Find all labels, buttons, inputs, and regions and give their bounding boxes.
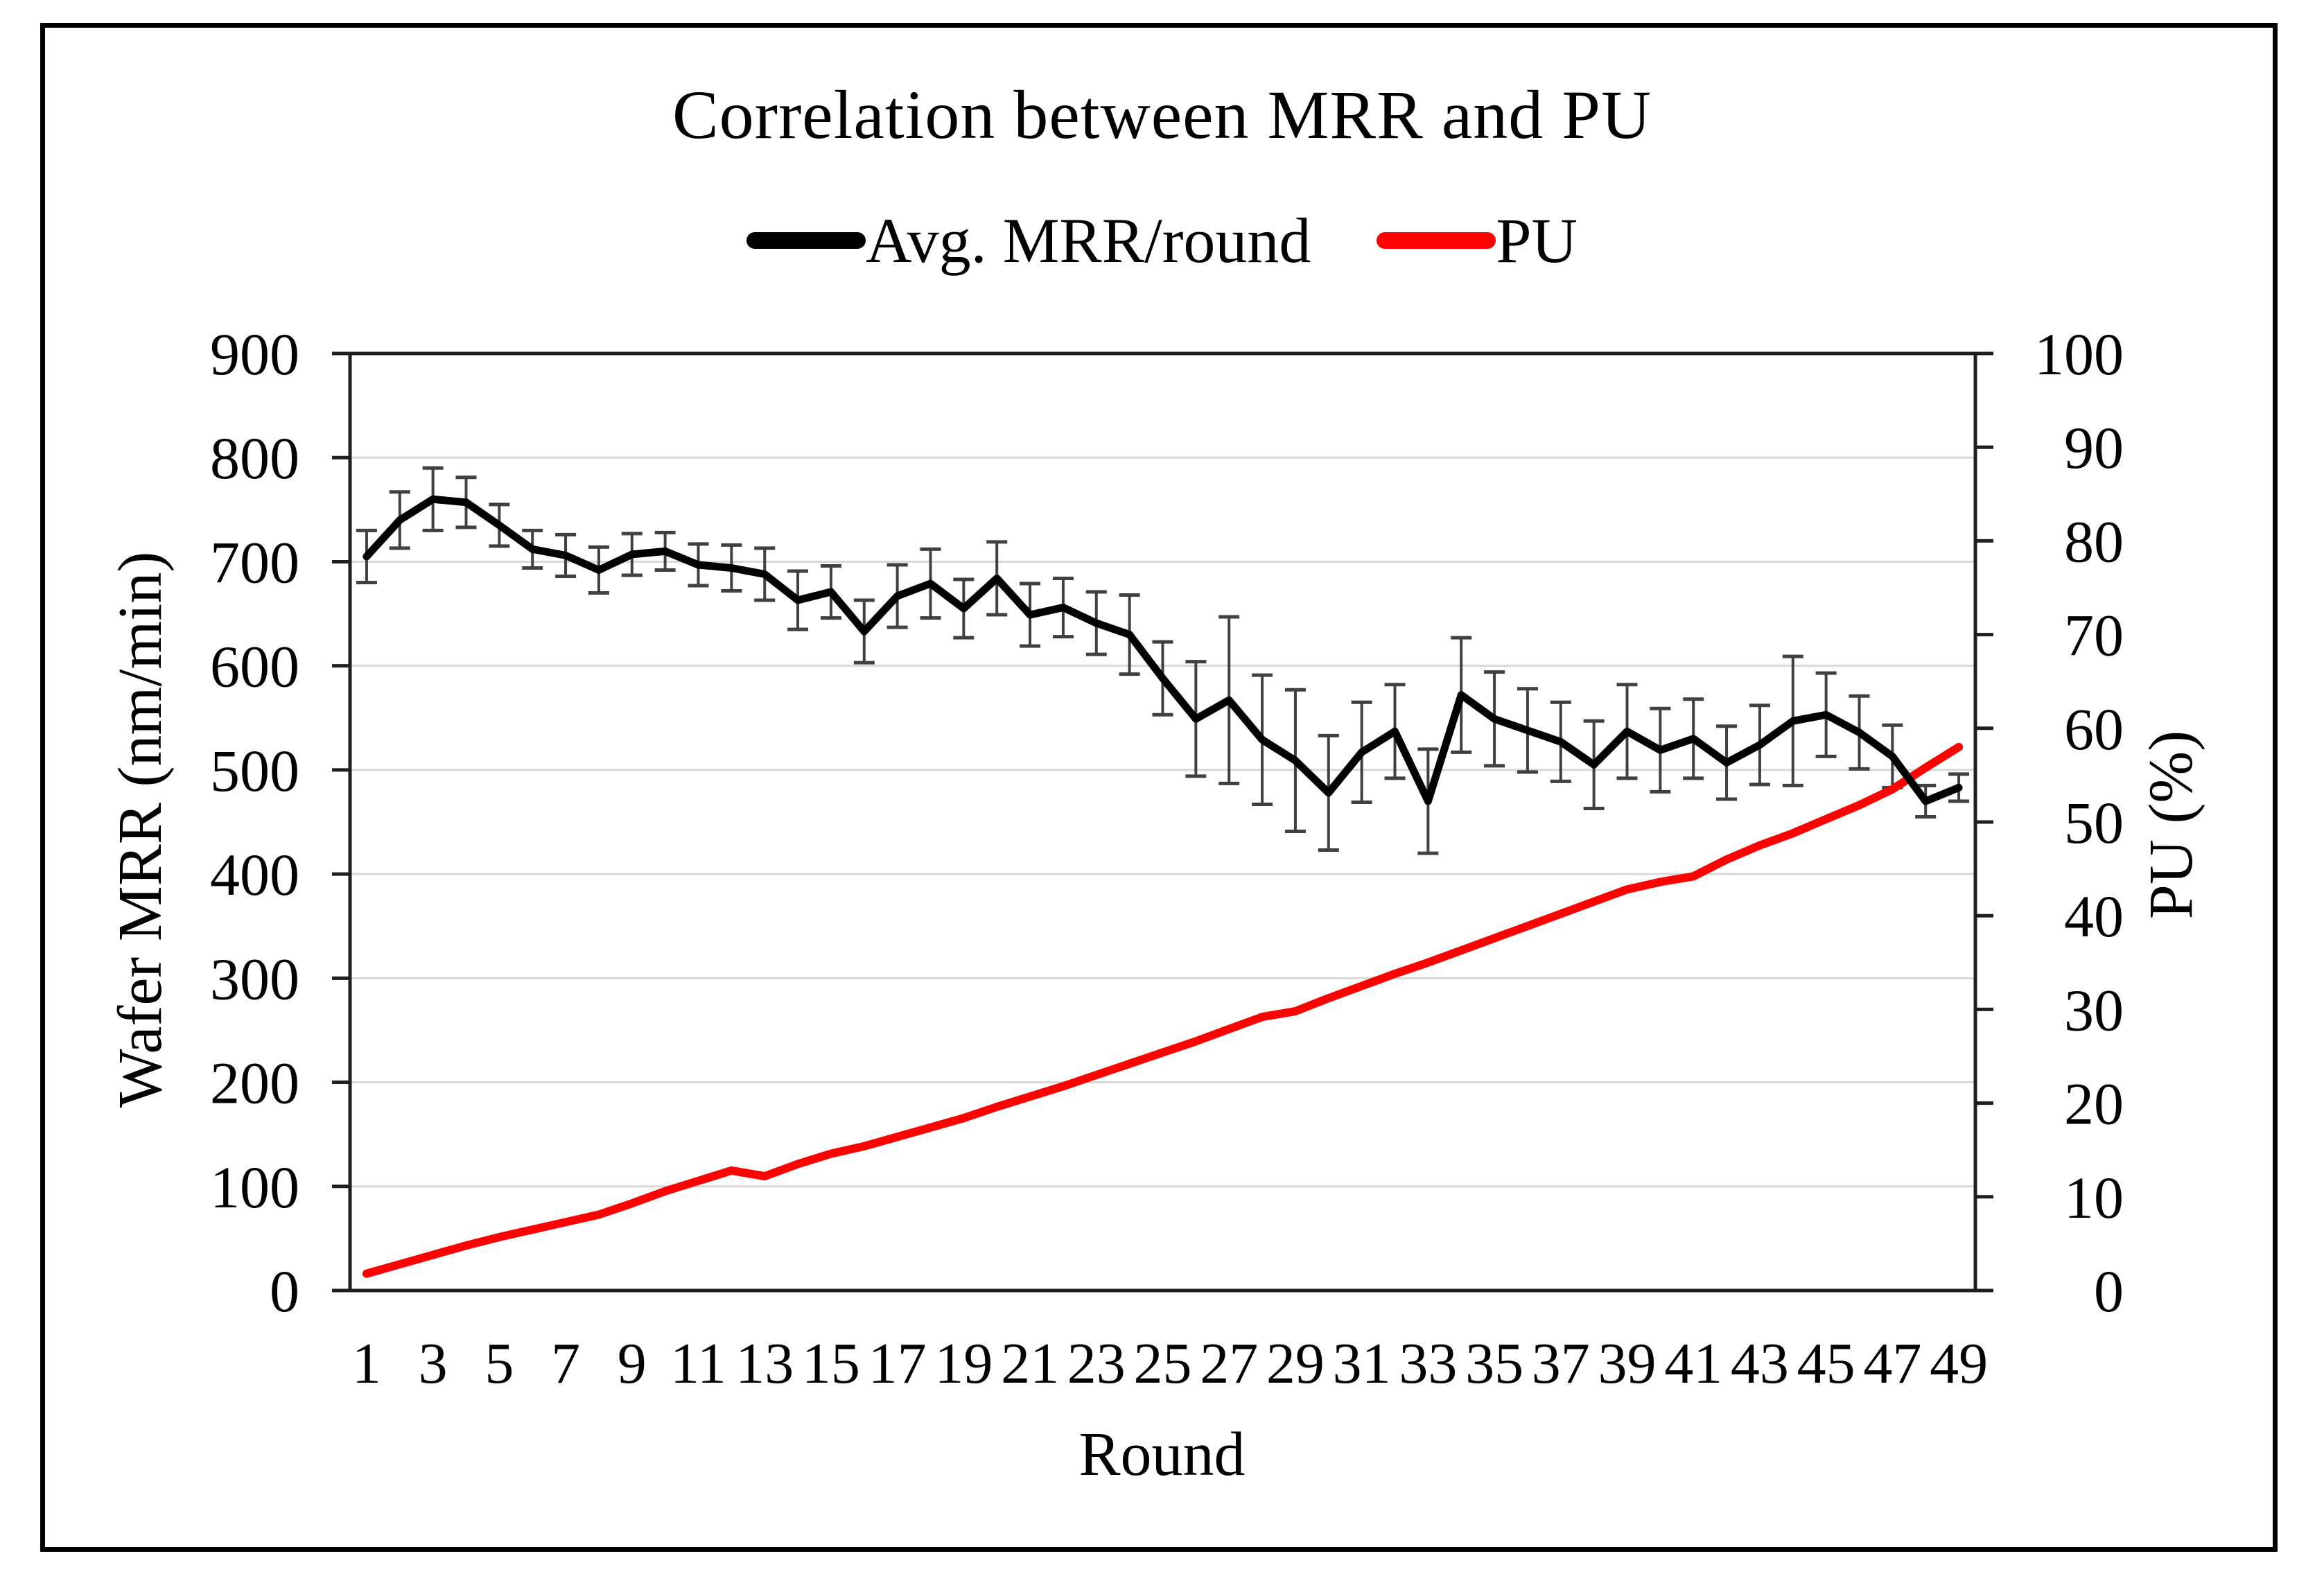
- svg-text:90: 90: [2064, 414, 2124, 481]
- svg-text:0: 0: [270, 1258, 299, 1324]
- svg-text:9: 9: [618, 1331, 647, 1396]
- svg-text:31: 31: [1333, 1331, 1391, 1396]
- svg-text:800: 800: [210, 425, 299, 491]
- series-lines: [362, 495, 1964, 1278]
- x-axis-title: Round: [1078, 1419, 1246, 1489]
- svg-text:21: 21: [1001, 1331, 1059, 1396]
- error-bars: [356, 466, 1970, 855]
- svg-text:17: 17: [868, 1331, 927, 1396]
- svg-text:7: 7: [551, 1331, 580, 1396]
- svg-text:41: 41: [1664, 1331, 1722, 1396]
- svg-text:60: 60: [2064, 696, 2124, 762]
- svg-text:700: 700: [210, 529, 299, 595]
- chart-title: Correlation between MRR and PU: [672, 76, 1652, 153]
- svg-text:29: 29: [1266, 1331, 1325, 1396]
- svg-text:27: 27: [1200, 1331, 1258, 1396]
- svg-text:300: 300: [210, 945, 299, 1012]
- svg-text:25: 25: [1134, 1331, 1192, 1396]
- svg-text:47: 47: [1863, 1331, 1921, 1396]
- svg-text:11: 11: [670, 1331, 726, 1396]
- svg-text:37: 37: [1532, 1331, 1590, 1396]
- svg-text:33: 33: [1399, 1331, 1457, 1396]
- svg-text:35: 35: [1465, 1331, 1523, 1396]
- svg-text:400: 400: [210, 841, 299, 908]
- svg-text:500: 500: [210, 737, 299, 804]
- legend-label-pu: PU: [1496, 205, 1578, 276]
- svg-text:900: 900: [210, 321, 299, 387]
- svg-text:45: 45: [1797, 1331, 1855, 1396]
- x-tick-labels: 1 3 5 7 9 11 13 15 17 19 21 23 25 27 29 31 33 35 37 39 41 43 4…: [352, 1331, 1988, 1396]
- svg-text:19: 19: [934, 1331, 993, 1396]
- svg-text:3: 3: [419, 1331, 448, 1396]
- legend-label-mrr: Avg. MRR/round: [866, 205, 1311, 276]
- legend: Avg. MRR/round PU: [0, 202, 2324, 279]
- svg-text:80: 80: [2064, 508, 2124, 575]
- svg-text:100: 100: [210, 1154, 299, 1221]
- legend-swatch-pu: [1377, 232, 1496, 249]
- svg-text:13: 13: [735, 1331, 794, 1396]
- legend-swatch-mrr: [746, 232, 866, 249]
- svg-text:70: 70: [2064, 602, 2124, 669]
- mrr-line: [362, 495, 1963, 805]
- svg-text:600: 600: [210, 633, 299, 700]
- svg-text:200: 200: [210, 1050, 299, 1117]
- svg-text:5: 5: [484, 1331, 514, 1396]
- axes: [332, 351, 1993, 1293]
- svg-text:39: 39: [1598, 1331, 1657, 1396]
- svg-text:23: 23: [1067, 1331, 1126, 1396]
- svg-text:50: 50: [2064, 789, 2124, 856]
- svg-text:20: 20: [2064, 1071, 2124, 1137]
- svg-text:43: 43: [1731, 1331, 1789, 1396]
- svg-text:40: 40: [2064, 883, 2124, 950]
- y-right-tick-labels: 0 10 20 30 40 50 60 70 80 90 100: [2034, 321, 2124, 1324]
- pu-line: [362, 742, 1964, 1278]
- svg-text:15: 15: [802, 1331, 860, 1396]
- svg-text:100: 100: [2034, 321, 2124, 387]
- figure-border: [40, 23, 2278, 1552]
- y-left-tick-labels: 0 100 200 300 400 500 600 700 800 900: [210, 321, 299, 1324]
- svg-text:1: 1: [352, 1331, 381, 1396]
- svg-text:30: 30: [2064, 977, 2124, 1043]
- svg-text:49: 49: [1930, 1331, 1988, 1396]
- svg-text:10: 10: [2064, 1164, 2124, 1231]
- svg-text:0: 0: [2094, 1258, 2124, 1324]
